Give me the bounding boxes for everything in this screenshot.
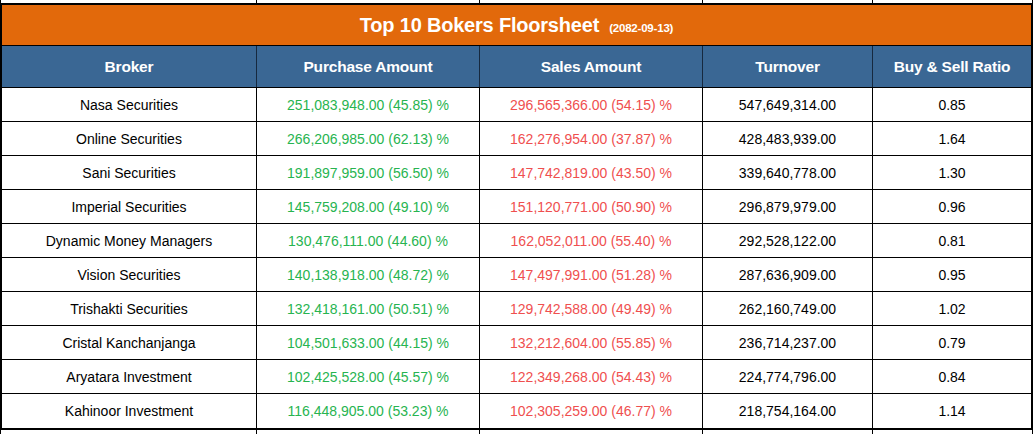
- broker-cell: Cristal Kanchanjanga: [2, 326, 257, 359]
- purchase-cell: 104,501,633.00 (44.15) %: [257, 326, 480, 359]
- ratio-cell: 0.79: [873, 326, 1031, 359]
- sales-cell: 122,349,268.00 (54.43) %: [480, 360, 703, 393]
- table-row: Kahinoor Investment116,448,905.00 (53.23…: [2, 394, 1031, 428]
- turnover-cell: 292,528,122.00: [703, 224, 873, 257]
- turnover-cell: 236,714,237.00: [703, 326, 873, 359]
- purchase-cell: 116,448,905.00 (53.23) %: [257, 394, 480, 428]
- table-body: Nasa Securities251,083,948.00 (45.85) %2…: [2, 88, 1031, 428]
- broker-cell: Sani Securities: [2, 156, 257, 189]
- purchase-cell: 145,759,208.00 (49.10) %: [257, 190, 480, 223]
- turnover-cell: 224,774,796.00: [703, 360, 873, 393]
- column-header-turnover: Turnover: [703, 46, 873, 87]
- broker-cell: Trishakti Securities: [2, 292, 257, 325]
- broker-cell: Kahinoor Investment: [2, 394, 257, 428]
- ratio-cell: 1.64: [873, 122, 1031, 155]
- purchase-cell: 251,083,948.00 (45.85) %: [257, 88, 480, 121]
- sales-cell: 129,742,588.00 (49.49) %: [480, 292, 703, 325]
- spreadsheet-grid-sliver-top: [0, 0, 1033, 3]
- broker-cell: Dynamic Money Managers: [2, 224, 257, 257]
- sales-cell: 147,742,819.00 (43.50) %: [480, 156, 703, 189]
- table-row: Imperial Securities145,759,208.00 (49.10…: [2, 190, 1031, 224]
- broker-cell: Nasa Securities: [2, 88, 257, 121]
- turnover-cell: 262,160,749.00: [703, 292, 873, 325]
- ratio-cell: 1.30: [873, 156, 1031, 189]
- purchase-cell: 266,206,985.00 (62.13) %: [257, 122, 480, 155]
- column-header-sales: Sales Amount: [480, 46, 703, 87]
- purchase-cell: 140,138,918.00 (48.72) %: [257, 258, 480, 291]
- purchase-cell: 130,476,111.00 (44.60) %: [257, 224, 480, 257]
- broker-cell: Online Securities: [2, 122, 257, 155]
- table-row: Trishakti Securities132,418,161.00 (50.5…: [2, 292, 1031, 326]
- sales-cell: 147,497,991.00 (51.28) %: [480, 258, 703, 291]
- title-date: (2082-09-13): [609, 22, 673, 34]
- column-header-row: BrokerPurchase AmountSales AmountTurnove…: [2, 46, 1031, 88]
- table-title-bar: Top 10 Bokers Floorsheet (2082-09-13): [2, 5, 1031, 46]
- purchase-cell: 191,897,959.00 (56.50) %: [257, 156, 480, 189]
- floorsheet: Top 10 Bokers Floorsheet (2082-09-13) Br…: [0, 0, 1033, 434]
- sales-cell: 102,305,259.00 (46.77) %: [480, 394, 703, 428]
- table-row: Nasa Securities251,083,948.00 (45.85) %2…: [2, 88, 1031, 122]
- sales-cell: 162,276,954.00 (37.87) %: [480, 122, 703, 155]
- ratio-cell: 0.85: [873, 88, 1031, 121]
- broker-cell: Imperial Securities: [2, 190, 257, 223]
- column-header-purchase: Purchase Amount: [257, 46, 480, 87]
- ratio-cell: 1.14: [873, 394, 1031, 428]
- sales-cell: 132,212,604.00 (55.85) %: [480, 326, 703, 359]
- broker-cell: Vision Securities: [2, 258, 257, 291]
- turnover-cell: 287,636,909.00: [703, 258, 873, 291]
- purchase-cell: 102,425,528.00 (45.57) %: [257, 360, 480, 393]
- turnover-cell: 218,754,164.00: [703, 394, 873, 428]
- turnover-cell: 428,483,939.00: [703, 122, 873, 155]
- table-row: Vision Securities140,138,918.00 (48.72) …: [2, 258, 1031, 292]
- column-header-ratio: Buy & Sell Ratio: [873, 46, 1031, 87]
- ratio-cell: 0.84: [873, 360, 1031, 393]
- table-row: Dynamic Money Managers130,476,111.00 (44…: [2, 224, 1031, 258]
- ratio-cell: 0.96: [873, 190, 1031, 223]
- turnover-cell: 339,640,778.00: [703, 156, 873, 189]
- page-title: Top 10 Bokers Floorsheet: [360, 14, 599, 37]
- sales-cell: 296,565,366.00 (54.15) %: [480, 88, 703, 121]
- table-row: Sani Securities191,897,959.00 (56.50) %1…: [2, 156, 1031, 190]
- table-row: Online Securities266,206,985.00 (62.13) …: [2, 122, 1031, 156]
- sales-cell: 151,120,771.00 (50.90) %: [480, 190, 703, 223]
- column-header-broker: Broker: [2, 46, 257, 87]
- ratio-cell: 1.02: [873, 292, 1031, 325]
- turnover-cell: 547,649,314.00: [703, 88, 873, 121]
- table-row: Aryatara Investment102,425,528.00 (45.57…: [2, 360, 1031, 394]
- sales-cell: 162,052,011.00 (55.40) %: [480, 224, 703, 257]
- ratio-cell: 0.81: [873, 224, 1031, 257]
- ratio-cell: 0.95: [873, 258, 1031, 291]
- purchase-cell: 132,418,161.00 (50.51) %: [257, 292, 480, 325]
- broker-cell: Aryatara Investment: [2, 360, 257, 393]
- brokers-table: Top 10 Bokers Floorsheet (2082-09-13) Br…: [0, 3, 1033, 430]
- table-row: Cristal Kanchanjanga104,501,633.00 (44.1…: [2, 326, 1031, 360]
- spreadsheet-grid-sliver-bottom: [0, 430, 1033, 434]
- turnover-cell: 296,879,979.00: [703, 190, 873, 223]
